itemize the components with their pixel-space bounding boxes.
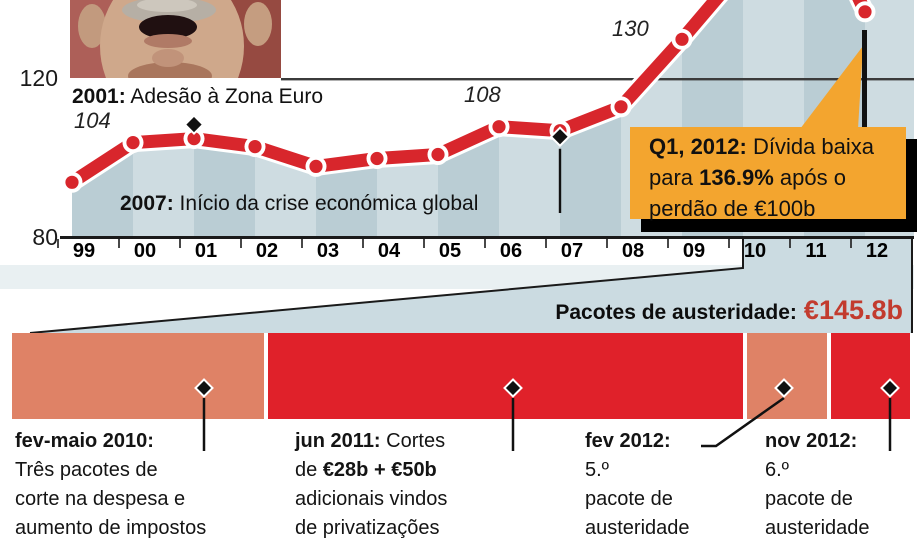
point-label-130: 130 — [612, 16, 649, 41]
data-point-00 — [126, 136, 140, 150]
data-point-01 — [187, 132, 201, 146]
event-3-leader — [701, 396, 785, 448]
x-tick-label-09: 09 — [682, 240, 706, 262]
callout-date: Q1, 2012: — [649, 134, 747, 159]
event-nov-2012: nov 2012: 6.º pacote de austeridade — [765, 430, 870, 539]
x-tick-label-05: 05 — [438, 240, 462, 262]
austerity-total-value: €145.8b — [803, 295, 903, 325]
callout-leader-line — [862, 30, 867, 128]
austerity-segment-1 — [12, 333, 264, 419]
x-tick-label-00: 00 — [133, 240, 157, 262]
debt-line-chart — [0, 0, 917, 451]
y-axis-label-80: 80 — [32, 224, 58, 250]
event-3-diamond — [774, 378, 794, 398]
callout-box — [630, 127, 906, 219]
data-point-03 — [309, 159, 323, 173]
annotation-2007: 2007: Início da crise económica global — [120, 192, 478, 216]
x-axis-line — [60, 236, 914, 239]
data-point-06 — [492, 120, 506, 134]
x-tick-label-01: 01 — [194, 240, 218, 262]
callout-debt-percent: 136.9% — [699, 165, 774, 190]
event-jun-2011: jun 2011: Cortes de €28b + €50b adiciona… — [295, 430, 448, 539]
callout-pointer — [800, 46, 863, 129]
austerity-total: Pacotes de austeridade: €145.8b — [555, 295, 903, 326]
annotation-2007-year: 2007: — [120, 192, 174, 215]
zoom-funnel — [30, 239, 912, 333]
data-point-08 — [614, 100, 628, 114]
y-axis-label-120: 120 — [19, 65, 58, 91]
annotation-2001-text: Adesão à Zona Euro — [125, 85, 324, 108]
event-3-date: fev 2012: — [585, 430, 671, 452]
point-label-104: 104 — [74, 108, 111, 133]
zoom-funnel-outline — [29, 239, 913, 334]
austerity-segment-3 — [747, 333, 827, 419]
x-tick-label-04: 04 — [377, 240, 401, 262]
event-4-diamond — [880, 378, 900, 398]
austerity-segment-4 — [831, 333, 910, 419]
gridline-120 — [281, 78, 914, 81]
data-point-09 — [675, 32, 689, 46]
data-point-05 — [431, 147, 445, 162]
event-1-diamond — [194, 378, 214, 398]
x-tick-label-02: 02 — [255, 240, 279, 262]
marker-2007-diamond — [549, 126, 571, 148]
callout-line-1: Q1, 2012: Dívida baixa — [649, 131, 874, 162]
event-4-date: nov 2012: — [765, 430, 858, 452]
event-2-amounts: €28b + €50b — [322, 459, 437, 481]
event-fev-2012: fev 2012: 5.º pacote de austeridade — [585, 430, 690, 539]
annotation-2001: 2001: Adesão à Zona Euro — [72, 85, 323, 109]
x-tick-label-10: 10 — [743, 240, 767, 262]
x-tick-label-08: 08 — [621, 240, 645, 262]
x-tick-label-06: 06 — [499, 240, 523, 262]
annotation-2001-year: 2001: — [72, 85, 126, 108]
event-1-date: fev-maio 2010: — [15, 430, 154, 452]
x-tick-label-03: 03 — [316, 240, 340, 262]
point-label-108: 108 — [464, 82, 501, 107]
data-point-02 — [248, 140, 262, 154]
x-tick-label-07: 07 — [560, 240, 584, 262]
data-point-12 — [858, 5, 872, 19]
event-2-date: jun 2011: — [295, 430, 381, 452]
x-tick-label-12: 12 — [865, 240, 889, 262]
annotation-2007-text: Início da crise económica global — [173, 192, 479, 215]
x-tick-label-99: 99 — [72, 240, 96, 262]
marker-2001-diamond — [183, 114, 205, 136]
mouth — [139, 15, 197, 39]
austerity-total-label: Pacotes de austeridade: — [555, 301, 797, 324]
x-tick-label-11: 11 — [805, 240, 827, 262]
event-fev-maio-2010: fev-maio 2010: Três pacotes de corte na … — [15, 430, 207, 539]
austerity-segment-2 — [268, 333, 743, 419]
data-point-99 — [65, 175, 79, 189]
data-point-04 — [370, 151, 384, 166]
callout-q1-2012: Q1, 2012: Dívida baixa para 136.9% após … — [649, 131, 874, 224]
callout-line-2: para 136.9% após o — [649, 165, 846, 190]
politician-photo — [70, 0, 281, 78]
callout-line-1-text: Dívida baixa — [746, 134, 875, 159]
event-2-diamond — [503, 378, 523, 398]
callout-line-3: perdão de €100b — [649, 196, 816, 221]
